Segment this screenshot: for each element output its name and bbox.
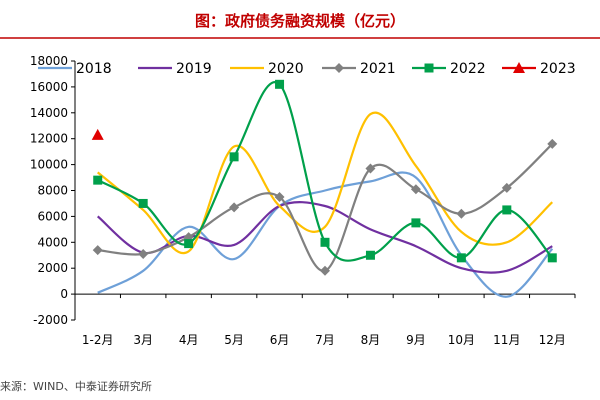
x-tick-label: 7月	[315, 333, 335, 347]
series-2022-point	[456, 253, 466, 263]
y-tick-label: 14000	[30, 106, 68, 120]
legend: 2018 2019 2020 2021 2022 2023	[38, 61, 576, 77]
y-tick-label: 4000	[37, 235, 68, 249]
y-tick-label: 0	[60, 287, 68, 301]
series-2022-point	[365, 250, 375, 260]
x-tick-label: 11月	[493, 333, 520, 347]
series-2018-line	[97, 171, 554, 298]
y-tick-label: 8000	[37, 184, 68, 198]
series-2021-line	[97, 143, 554, 272]
y-tick-label: 16000	[30, 80, 68, 94]
legend-label-2021: 2021	[360, 61, 396, 77]
series-2020-line	[97, 111, 554, 255]
chart-title: 图：政府债务融资规模（亿元）	[195, 12, 405, 30]
axes: -2000 0 2000 4000 6000 8000 10000 12000 14000 160…	[30, 54, 576, 347]
series-2021-point	[92, 245, 103, 256]
x-tick-label: 9月	[406, 333, 426, 347]
legend-marker-2022	[424, 63, 434, 73]
series-markers	[91, 79, 558, 276]
x-tick-label: 4月	[179, 333, 199, 347]
x-tick-label: 5月	[224, 333, 244, 347]
series-2022-point	[138, 198, 148, 208]
legend-label-2023: 2023	[540, 61, 576, 77]
x-tick-label: 10月	[448, 333, 475, 347]
series-2022-point	[547, 253, 557, 263]
series-2021-point	[365, 163, 376, 174]
series-2021-point	[229, 202, 240, 213]
series-2023-point	[91, 128, 104, 140]
series-2021-point	[410, 184, 421, 195]
series-2022-point	[275, 79, 285, 89]
series-2021-point	[456, 208, 467, 219]
y-tick-label: 6000	[37, 209, 68, 223]
series-2022-point	[229, 152, 239, 162]
x-tick-label: 12月	[539, 333, 566, 347]
legend-label-2022: 2022	[450, 61, 486, 77]
series-2022-point	[320, 237, 330, 247]
series-2021-point	[501, 182, 512, 193]
series-2021-point	[547, 138, 558, 149]
series-2019-line	[96, 201, 553, 274]
series-2021-point	[138, 248, 149, 259]
series-lines	[96, 81, 554, 298]
x-tick-label: 6月	[270, 333, 290, 347]
x-tick-label: 8月	[361, 333, 381, 347]
y-tick-label: 12000	[30, 132, 68, 146]
source-note: 来源：WIND、中泰证券研究所	[0, 379, 152, 393]
legend-label-2020: 2020	[268, 61, 304, 77]
legend-marker-2023	[513, 62, 525, 73]
y-tick-label: 18000	[30, 54, 68, 68]
series-2022-line	[97, 81, 554, 262]
legend-label-2019: 2019	[176, 61, 212, 77]
legend-label-2018: 2018	[76, 61, 112, 77]
legend-marker-2021	[334, 63, 344, 73]
series-2022-point	[184, 239, 194, 249]
series-2021-point	[274, 191, 285, 202]
series-2022-point	[93, 175, 103, 185]
series-2021-point	[320, 265, 330, 276]
y-tick-label: -2000	[33, 313, 68, 327]
series-2022-point	[411, 218, 421, 228]
series-2022-point	[502, 205, 512, 215]
x-tick-label: 1-2月	[82, 333, 114, 347]
y-tick-label: 2000	[37, 261, 68, 275]
y-tick-label: 10000	[30, 158, 68, 172]
x-tick-label: 3月	[133, 333, 153, 347]
